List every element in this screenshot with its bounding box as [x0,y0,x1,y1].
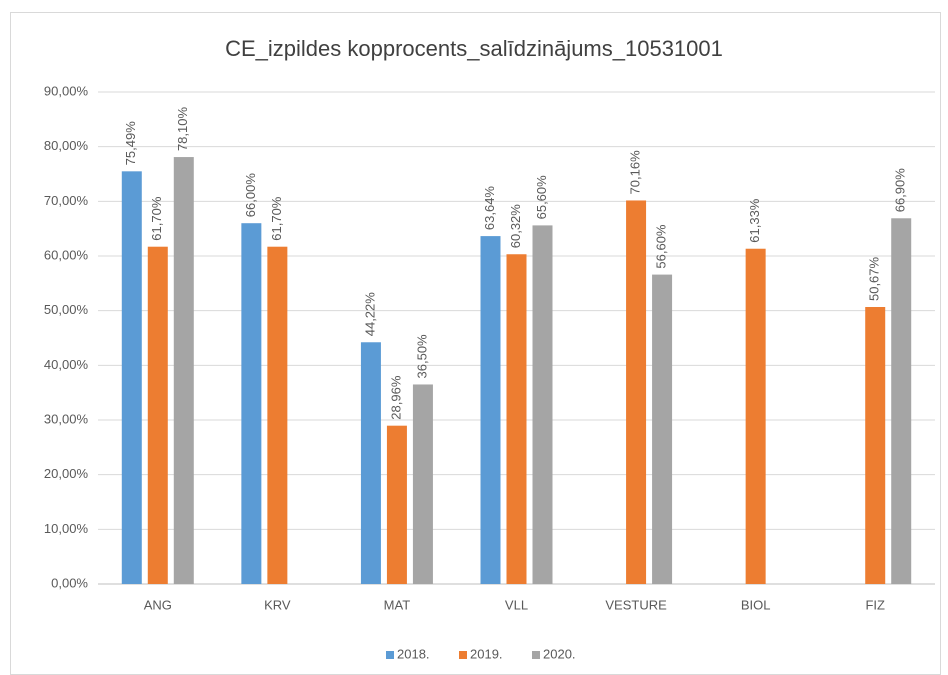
data-label: 36,50% [414,334,429,379]
bar [745,248,766,584]
data-label: 78,10% [175,107,190,152]
legend-swatch [532,651,540,659]
legend-swatch [386,651,394,659]
data-label: 75,49% [123,121,138,166]
y-tick-label: 30,00% [44,411,89,426]
data-label: 65,60% [534,175,549,220]
y-tick-label: 10,00% [44,521,89,536]
bar [480,236,501,585]
y-tick-label: 40,00% [44,357,89,372]
data-label: 70,16% [628,150,643,195]
y-tick-label: 60,00% [44,247,89,262]
x-tick-label: BIOL [741,597,771,612]
data-label: 56,60% [654,224,669,269]
bar [386,425,407,584]
bar [267,246,288,584]
y-tick-label: 50,00% [44,302,89,317]
y-tick-label: 90,00% [44,83,89,98]
y-tick-label: 20,00% [44,466,89,481]
y-tick-label: 80,00% [44,138,89,153]
y-tick-label: 70,00% [44,193,89,208]
data-label: 66,00% [243,173,258,218]
bar [173,157,194,584]
x-tick-label: ANG [144,597,172,612]
bar [865,307,886,584]
bar [532,225,553,585]
bar [506,254,527,584]
bar [412,384,433,584]
x-tick-label: FIZ [865,597,885,612]
chart-title: CE_izpildes kopprocents_salīdzinājums_10… [225,36,723,61]
y-tick-label: 0,00% [51,575,88,590]
data-label: 61,70% [269,196,284,241]
data-label: 66,90% [893,168,908,213]
data-label: 63,64% [482,186,497,231]
bar [121,171,142,584]
legend-swatch [459,651,467,659]
data-label: 44,22% [362,292,377,337]
data-label: 28,96% [388,375,403,420]
data-label: 61,70% [149,196,164,241]
x-tick-label: MAT [384,597,411,612]
bar [626,200,647,584]
data-label: 50,67% [867,256,882,301]
data-label: 61,33% [747,198,762,243]
legend-label: 2019. [470,646,503,661]
bar [241,223,262,584]
x-tick-label: VLL [505,597,528,612]
legend-label: 2020. [543,646,576,661]
data-label: 60,32% [508,204,523,249]
x-tick-label: KRV [264,597,291,612]
x-tick-label: VESTURE [605,597,667,612]
bar [891,218,912,584]
legend-label: 2018. [397,646,430,661]
bar [360,342,381,584]
bar [147,246,168,584]
bar [652,274,673,584]
